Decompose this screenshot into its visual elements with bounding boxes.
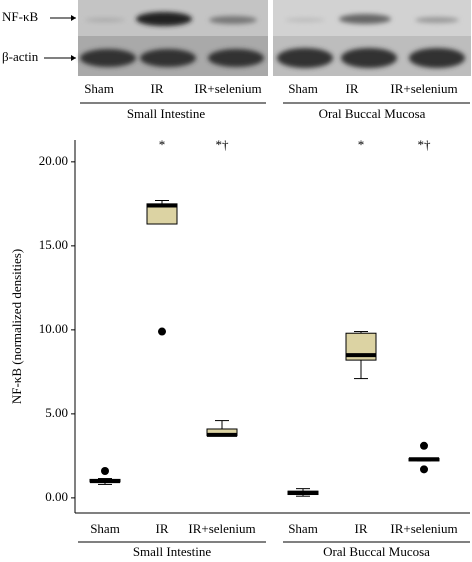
y-tick-label: 5.00 <box>45 405 68 420</box>
group-label: Oral Buccal Mucosa <box>323 544 430 559</box>
group-label: Oral Buccal Mucosa <box>319 106 426 121</box>
x-tick-label: Sham <box>90 521 120 536</box>
y-tick-label: 15.00 <box>39 237 68 252</box>
arrow-head <box>71 55 76 61</box>
annotation: *† <box>216 137 230 152</box>
western-blot: NF-κB β-actin Sham IR IR+selenium Sham I… <box>2 0 471 121</box>
outlier <box>101 466 109 475</box>
row-label: β-actin <box>2 49 39 64</box>
lane-label: IR <box>151 81 164 96</box>
lane-label: IR <box>346 81 359 96</box>
group-label: Small Intestine <box>133 544 212 559</box>
x-tick-label: Sham <box>288 521 318 536</box>
outlier <box>420 465 428 474</box>
x-tick-label: IR <box>156 521 169 536</box>
box-plot: NF-κB (normalized densities) 0.00 5.00 10.0… <box>9 137 470 559</box>
row-label: NF-κB <box>2 9 38 24</box>
annotation: * <box>159 137 166 152</box>
lane-label: IR+selenium <box>390 81 457 96</box>
y-axis-label: NF-κB (normalized densities) <box>9 249 24 404</box>
arrow-head <box>71 15 76 21</box>
lane-label: Sham <box>288 81 318 96</box>
annotation: *† <box>418 137 432 152</box>
outlier <box>420 441 428 450</box>
group-label: Small Intestine <box>127 106 206 121</box>
lane-label: Sham <box>84 81 114 96</box>
lane-label: IR+selenium <box>194 81 261 96</box>
x-tick-label: IR <box>355 521 368 536</box>
y-tick-label: 0.00 <box>45 489 68 504</box>
y-tick-label: 20.00 <box>39 153 68 168</box>
x-tick-label: IR+selenium <box>188 521 255 536</box>
x-tick-label: IR+selenium <box>390 521 457 536</box>
outlier <box>158 327 166 336</box>
y-tick-label: 10.00 <box>39 321 68 336</box>
annotation: * <box>358 137 365 152</box>
